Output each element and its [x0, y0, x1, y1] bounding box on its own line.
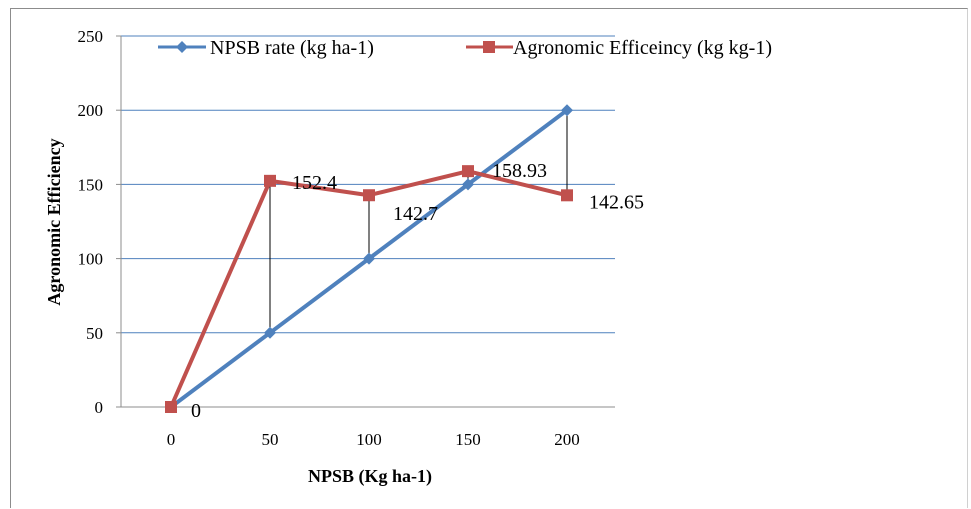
x-tick-label: 0	[167, 430, 176, 449]
legend-label-npsb: NPSB rate (kg ha-1)	[210, 37, 374, 59]
data-label: 0	[191, 400, 201, 422]
data-labels: 0 152.4 142.7 158.93 142.65	[191, 160, 644, 422]
y-tick-label: 250	[78, 27, 104, 46]
point-npsb-rate	[363, 252, 375, 265]
x-axis-title: NPSB (Kg ha-1)	[308, 466, 432, 487]
y-axis-title: Agronomic Efficiency	[44, 138, 64, 305]
y-tick-labels: 0 50 100 150 200 250	[78, 27, 104, 417]
x-tick-label: 100	[356, 430, 382, 449]
y-tick-label: 150	[78, 175, 104, 194]
legend-marker-npsb	[176, 41, 188, 53]
point-agronomic-efficiency	[462, 165, 474, 178]
legend-marker-ae	[483, 41, 495, 53]
data-label: 152.4	[292, 172, 337, 194]
drop-lines	[269, 110, 568, 333]
data-label: 158.93	[492, 160, 547, 182]
point-agronomic-efficiency	[561, 189, 573, 202]
x-tick-labels: 0 50 100 150 200	[167, 430, 580, 449]
point-agronomic-efficiency	[264, 174, 276, 187]
x-tick-label: 50	[262, 430, 279, 449]
point-agronomic-efficiency	[165, 401, 177, 413]
gridlines	[116, 35, 615, 408]
point-agronomic-efficiency	[363, 189, 375, 202]
chart-frame	[10, 8, 968, 508]
y-tick-label: 100	[78, 250, 104, 269]
point-npsb-rate	[462, 178, 474, 191]
point-npsb-rate	[264, 326, 276, 339]
axes	[120, 36, 615, 408]
data-label: 142.7	[393, 203, 438, 225]
series-group	[165, 104, 573, 413]
x-tick-label: 150	[455, 430, 481, 449]
y-tick-label: 50	[86, 324, 103, 343]
y-tick-label: 200	[78, 101, 104, 120]
point-npsb-rate	[561, 104, 573, 117]
y-tick-label: 0	[95, 398, 104, 417]
legend: NPSB rate (kg ha-1) Agronomic Efficeincy…	[158, 37, 772, 59]
x-tick-label: 200	[554, 430, 580, 449]
legend-label-ae: Agronomic Efficeincy (kg kg-1)	[513, 37, 772, 59]
data-label: 142.65	[589, 191, 644, 213]
